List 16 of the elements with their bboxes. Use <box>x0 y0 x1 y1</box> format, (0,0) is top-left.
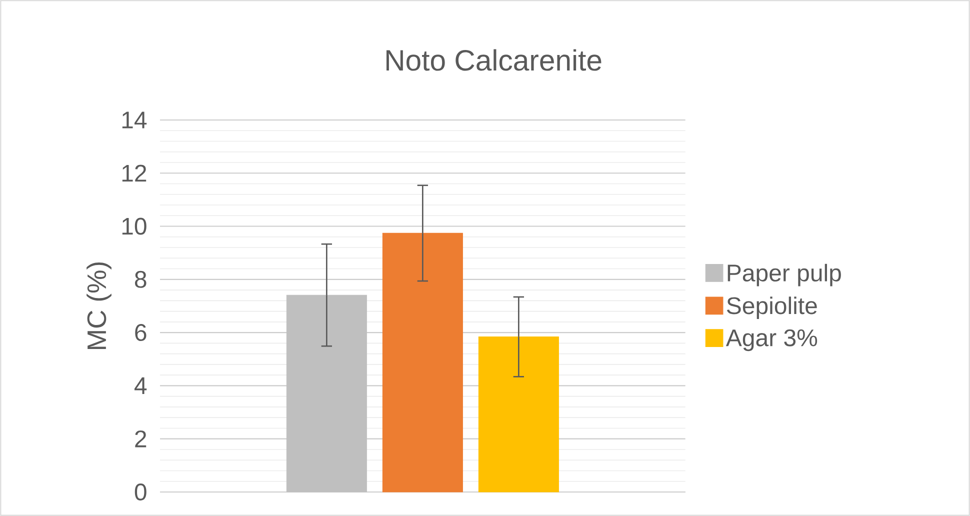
y-tick-label: 2 <box>135 430 146 448</box>
y-tick-label: 0 <box>134 483 146 500</box>
y-tick-label: 14 <box>122 112 147 128</box>
y-tick-label: 6 <box>135 324 146 342</box>
y-axis-title: MC (%) <box>86 262 112 349</box>
bar <box>286 294 367 492</box>
bar <box>478 336 559 492</box>
legend-label: Paper pulp <box>728 264 841 286</box>
chart-title: Noto Calcarenite <box>386 49 602 71</box>
y-tick-label: 10 <box>122 218 146 235</box>
y-tick-label: 4 <box>134 377 147 394</box>
y-tick-label: 12 <box>122 164 146 182</box>
legend-label: Sepiolite <box>726 296 817 319</box>
y-tick-label: 8 <box>134 270 146 288</box>
legend-label: Agar 3% <box>726 329 818 352</box>
bar <box>382 232 463 492</box>
